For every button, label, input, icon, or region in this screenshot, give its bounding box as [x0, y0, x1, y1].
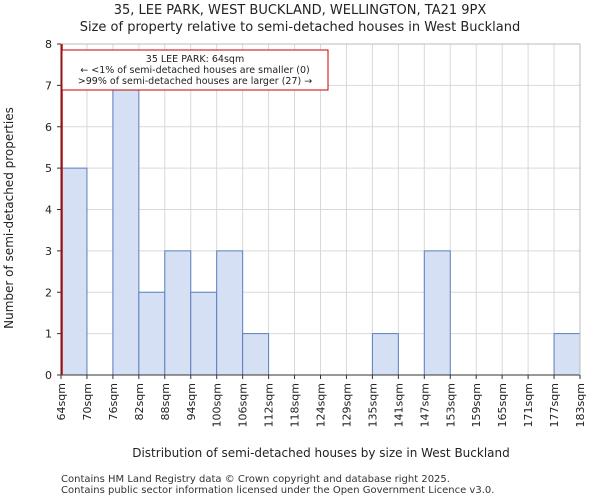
x-tick-label: 118sqm	[289, 383, 302, 427]
bar	[60, 167, 88, 376]
y-tick-label: 2	[45, 286, 52, 299]
bar	[190, 291, 218, 376]
x-tick-label: 177sqm	[548, 383, 561, 427]
footer-licence: Contains public sector information licen…	[61, 485, 495, 496]
x-tick-label: 135sqm	[366, 383, 379, 427]
x-ticks: 64sqm 70sqm 76sqm 82sqm 88sqm 94sqm 100sqm 106s…	[55, 375, 587, 427]
x-tick-label: 129sqm	[340, 383, 353, 427]
y-tick-label: 5	[45, 162, 52, 175]
annotation-text: ← <1% of semi-detached houses are smalle…	[80, 65, 309, 76]
x-tick-label: 76sqm	[107, 383, 120, 420]
x-tick-label: 70sqm	[81, 383, 94, 420]
bar	[371, 333, 399, 376]
x-tick-label: 112sqm	[263, 383, 276, 427]
y-tick-label: 7	[45, 79, 52, 92]
y-tick-label: 0	[45, 369, 52, 382]
x-tick-label: 124sqm	[315, 383, 328, 427]
y-ticks: 0 1 2 3 4 5 6 7 8	[45, 38, 61, 382]
property-marker: 35 LEE PARK: 64sqm← <1% of semi-detached…	[61, 44, 329, 375]
x-tick-label: 64sqm	[55, 383, 68, 420]
x-tick-label: 141sqm	[392, 383, 405, 427]
x-tick-label: 100sqm	[211, 383, 224, 427]
x-tick-label: 183sqm	[574, 383, 587, 427]
annotation-box	[61, 49, 329, 91]
x-tick-label: 171sqm	[522, 383, 535, 427]
x-tick-label: 88sqm	[159, 383, 172, 420]
bars	[60, 84, 581, 376]
y-axis-label: Number of semi-detached properties	[2, 107, 16, 329]
chart-title: 35, LEE PARK, WEST BUCKLAND, WELLINGTON,…	[113, 3, 487, 18]
x-tick-label: 159sqm	[470, 383, 483, 427]
annotation-text: >99% of semi-detached houses are larger …	[78, 76, 312, 87]
x-tick-label: 165sqm	[496, 383, 509, 427]
y-tick-label: 6	[45, 121, 52, 134]
bar	[112, 84, 140, 376]
annotation-text: 35 LEE PARK: 64sqm	[146, 54, 244, 65]
footer-copyright: Contains HM Land Registry data © Crown c…	[61, 474, 450, 485]
chart-subtitle: Size of property relative to semi-detach…	[79, 20, 521, 35]
bar	[164, 250, 192, 376]
bar	[423, 250, 451, 376]
x-tick-label: 94sqm	[185, 383, 198, 420]
x-tick-label: 106sqm	[237, 383, 250, 427]
bar	[553, 333, 581, 376]
y-tick-label: 3	[45, 245, 52, 258]
x-tick-label: 153sqm	[444, 383, 457, 427]
y-tick-label: 4	[45, 204, 52, 217]
bar	[216, 250, 244, 376]
x-tick-label: 147sqm	[418, 383, 431, 427]
x-tick-label: 82sqm	[133, 383, 146, 420]
y-tick-label: 1	[45, 328, 52, 341]
bar	[242, 333, 270, 376]
bar	[138, 291, 166, 376]
x-axis-label: Distribution of semi-detached houses by …	[132, 446, 510, 460]
y-tick-label: 8	[45, 38, 52, 51]
